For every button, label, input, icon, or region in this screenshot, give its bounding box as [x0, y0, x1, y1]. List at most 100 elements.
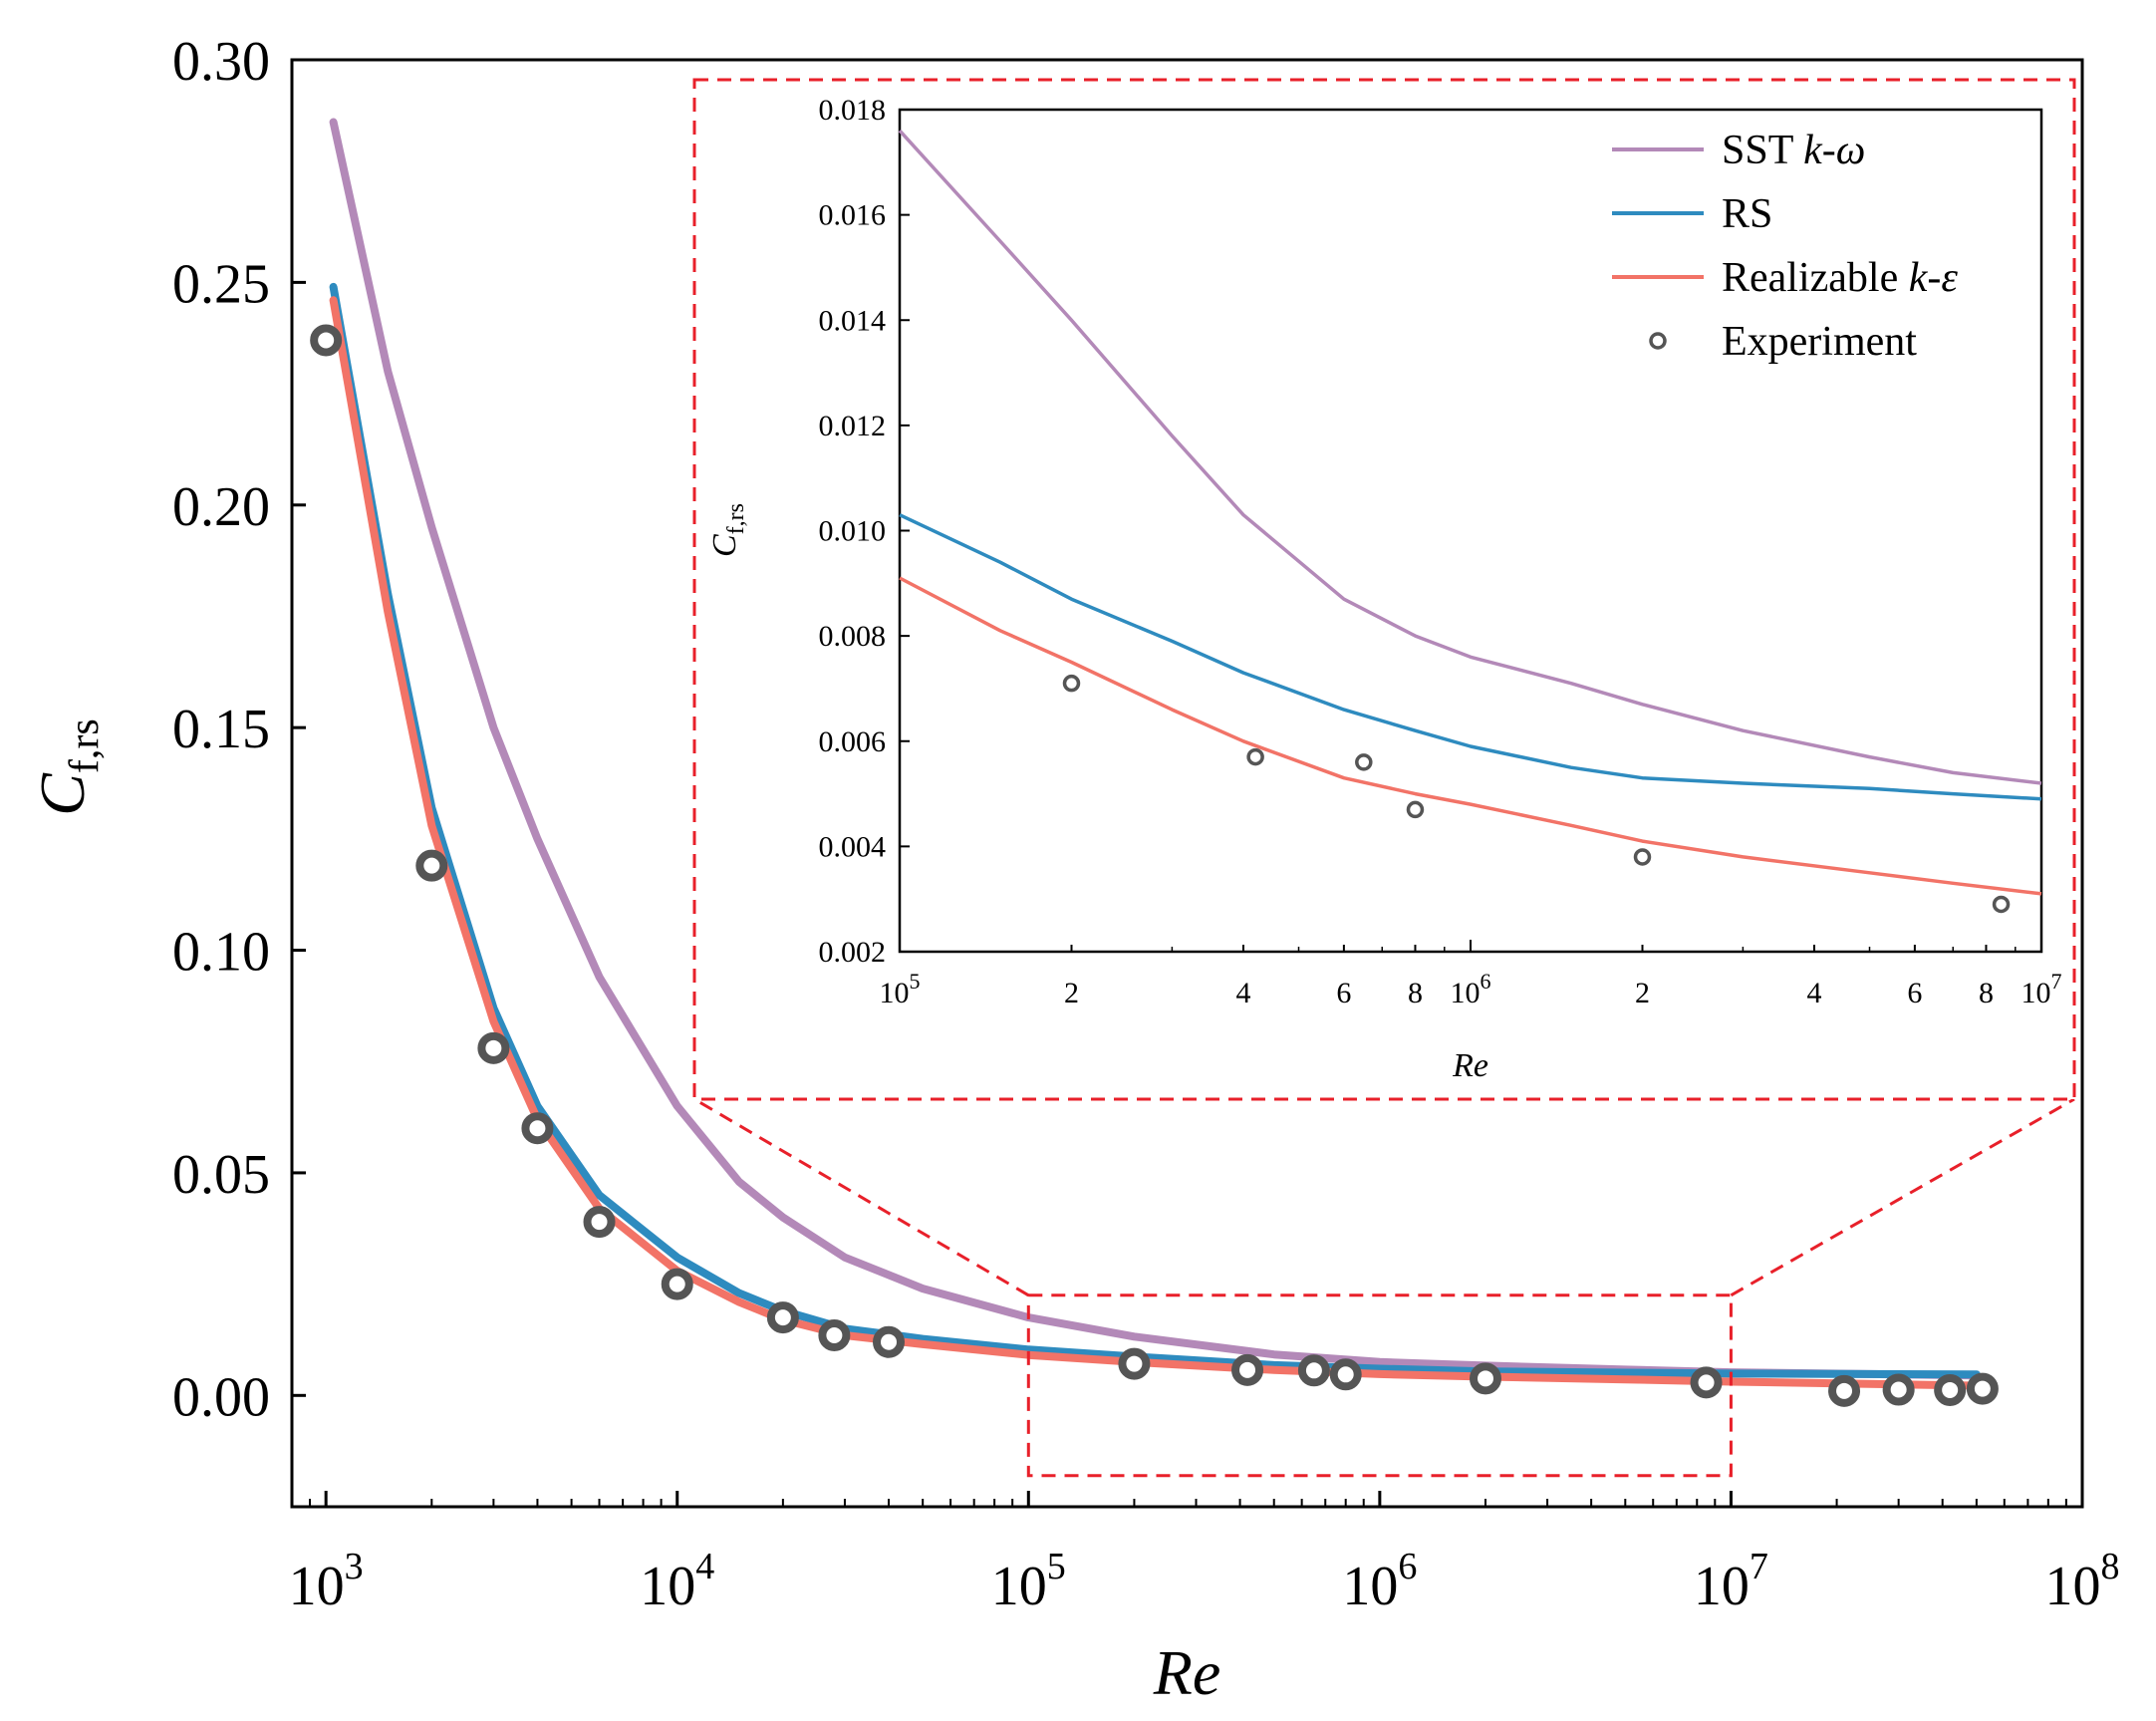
inset-x-minor-label: 4 — [1806, 977, 1821, 1009]
inset-x-tick-base: 10 — [2021, 977, 2051, 1009]
inset-x-minor-label: 4 — [1235, 977, 1250, 1009]
legend-label: Realizable k-ε — [1722, 255, 1958, 301]
x-tick-label: 103 — [289, 1546, 364, 1617]
x-tick-base: 10 — [2045, 1556, 2101, 1617]
plot-frame — [290, 58, 2084, 1509]
x-tick-exponent: 6 — [1398, 1546, 1417, 1587]
inset-x-tick-exponent: 5 — [910, 969, 921, 994]
legend-label-text: SST — [1722, 128, 1803, 173]
inset-data-point — [1406, 800, 1425, 819]
y-tick-label: 0.00 — [172, 1366, 270, 1428]
y-tick-label: 0.20 — [172, 476, 270, 538]
data-point — [477, 1031, 510, 1064]
y-tick-label: 0.05 — [172, 1144, 270, 1206]
data-point — [766, 1301, 799, 1334]
data-point — [818, 1318, 851, 1351]
x-tick-base: 10 — [289, 1556, 345, 1617]
legend-marker — [1649, 332, 1667, 350]
x-tick-exponent: 5 — [1047, 1546, 1066, 1587]
data-point — [1297, 1354, 1330, 1387]
inset-x-tick-base: 10 — [880, 977, 910, 1009]
data-point — [873, 1325, 905, 1358]
inset-plot: 0.002 0.004 0.006 0.008 0.010 0.012 0.014 0.016… — [692, 78, 2076, 1101]
inset-y-tick-label: 0.002 — [819, 936, 887, 969]
y-tick-label: 0.25 — [172, 253, 270, 315]
data-point — [1470, 1362, 1501, 1395]
y-axis-label-main: C — [27, 772, 98, 816]
y-tick-label: 0.10 — [172, 922, 270, 984]
x-tick-base: 10 — [640, 1556, 695, 1617]
x-tick-exponent: 3 — [345, 1546, 364, 1587]
inset-y-axis-label: Cf,rs — [706, 503, 749, 557]
inset-x-tick-label: 106 — [1451, 969, 1491, 1009]
zoom-connector-right — [1730, 1097, 2075, 1297]
x-tick-exponent: 4 — [695, 1546, 714, 1587]
zoom-connectors — [693, 1097, 2075, 1478]
inset-series-line — [899, 576, 2042, 896]
data-point — [1118, 1347, 1151, 1380]
inset-y-tick-label: 0.008 — [819, 620, 887, 653]
inset-y-tick-label: 0.004 — [819, 830, 887, 863]
legend-label: Experiment — [1722, 319, 1917, 365]
data-point — [1231, 1353, 1264, 1386]
inset-x-minor-label: 6 — [1336, 977, 1351, 1009]
data-point — [310, 324, 343, 357]
data-point — [1934, 1373, 1967, 1406]
data-point — [521, 1112, 554, 1145]
x-tick-base: 10 — [991, 1556, 1047, 1617]
inset-x-tick-label: 107 — [2021, 969, 2062, 1009]
inset-y-tick-label: 0.010 — [819, 515, 887, 548]
x-tick-label: 104 — [640, 1546, 714, 1617]
data-point — [583, 1206, 616, 1239]
x-axis-label: Re — [1153, 1637, 1221, 1708]
inset-x-minor-label: 2 — [1635, 977, 1650, 1009]
y-axis-label-subscript: f,rs — [62, 718, 108, 773]
inset-x-minor-label: 2 — [1064, 977, 1079, 1009]
data-point — [415, 849, 448, 882]
inset-y-tick-label: 0.006 — [819, 725, 887, 758]
legend-label: SST k-ω — [1722, 128, 1865, 173]
inset-y-axis-label-subscript: f,rs — [723, 503, 749, 534]
legend-label-italic: k-ω — [1803, 128, 1865, 173]
x-tick-label: 108 — [2045, 1546, 2120, 1617]
inset-data-point — [1355, 753, 1373, 771]
zoom-region-box — [1026, 1293, 1733, 1478]
x-tick-exponent: 7 — [1750, 1546, 1768, 1587]
y-axis-label: Cf,rs — [27, 718, 108, 816]
inset-y-tick-label: 0.018 — [819, 94, 887, 127]
x-tick-base: 10 — [1342, 1556, 1398, 1617]
legend: SST k-ω RS Realizable k-ε Experiment — [1612, 128, 1958, 365]
data-point — [1966, 1372, 1999, 1405]
inset-series-line — [898, 129, 2042, 785]
data-point — [1828, 1374, 1861, 1407]
data-point — [1329, 1358, 1362, 1391]
inset-x-axis-label: Re — [1452, 1047, 1488, 1084]
data-point — [661, 1268, 693, 1300]
inset-data-point — [1062, 674, 1081, 693]
inset-x-minor-label: 8 — [1408, 977, 1423, 1009]
inset-x-minor-label: 8 — [1979, 977, 1994, 1009]
x-tick-label: 107 — [1694, 1546, 1768, 1617]
inset-data-point — [1633, 848, 1652, 866]
inset-data-point — [1246, 747, 1264, 766]
inset-y-tick-label: 0.014 — [819, 304, 887, 337]
zoom-connector-left — [693, 1097, 1030, 1297]
inset-x-tick-label: 105 — [880, 969, 921, 1009]
y-tick-label: 0.15 — [172, 699, 270, 760]
inset-x-tick-exponent: 6 — [1481, 969, 1491, 994]
x-tick-exponent: 8 — [2101, 1546, 2120, 1587]
data-point — [1882, 1373, 1915, 1406]
inset-series-line — [899, 513, 2042, 801]
inset-x-minor-label: 6 — [1907, 977, 1922, 1009]
legend-label: RS — [1722, 191, 1772, 237]
data-point — [1690, 1366, 1723, 1399]
inset-y-axis-label-main: C — [706, 534, 743, 557]
x-tick-label: 105 — [991, 1546, 1066, 1617]
x-tick-base: 10 — [1694, 1556, 1750, 1617]
inset-y-tick-label: 0.016 — [819, 199, 887, 232]
inset-data-point — [1992, 895, 2011, 914]
y-tick-label: 0.30 — [172, 31, 270, 93]
legend-label-italic: k-ε — [1909, 255, 1959, 301]
